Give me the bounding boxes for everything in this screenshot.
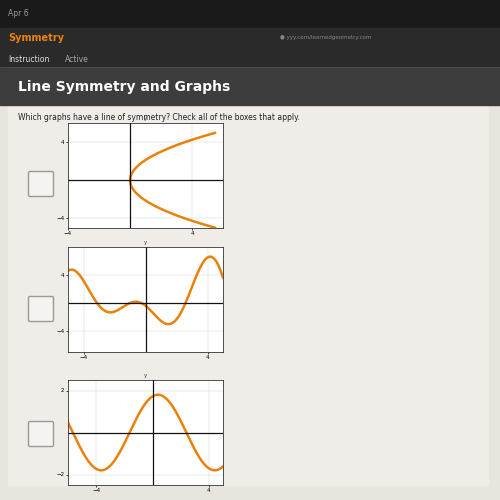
Bar [8, 107, 488, 485]
Text: y: y [144, 116, 147, 121]
Text: Active: Active [65, 56, 89, 64]
FancyBboxPatch shape [28, 172, 54, 196]
Text: Symmetry: Symmetry [8, 33, 64, 43]
Bar [0, 68, 500, 500]
Bar [0, 28, 500, 52]
FancyBboxPatch shape [28, 422, 54, 446]
Text: Instruction: Instruction [8, 56, 50, 64]
Bar [0, 68, 500, 105]
Text: Which graphs have a line of symmetry? Check all of the boxes that apply.: Which graphs have a line of symmetry? Ch… [18, 112, 300, 122]
Text: y: y [144, 240, 147, 245]
Text: Line Symmetry and Graphs: Line Symmetry and Graphs [18, 80, 230, 94]
Bar [0, 0, 500, 28]
Text: Apr 6: Apr 6 [8, 10, 28, 18]
FancyBboxPatch shape [28, 296, 54, 322]
Text: y: y [144, 373, 147, 378]
Text: ● yyy.com/learnedgeometry.com: ● yyy.com/learnedgeometry.com [280, 36, 372, 41]
Bar [0, 52, 500, 68]
